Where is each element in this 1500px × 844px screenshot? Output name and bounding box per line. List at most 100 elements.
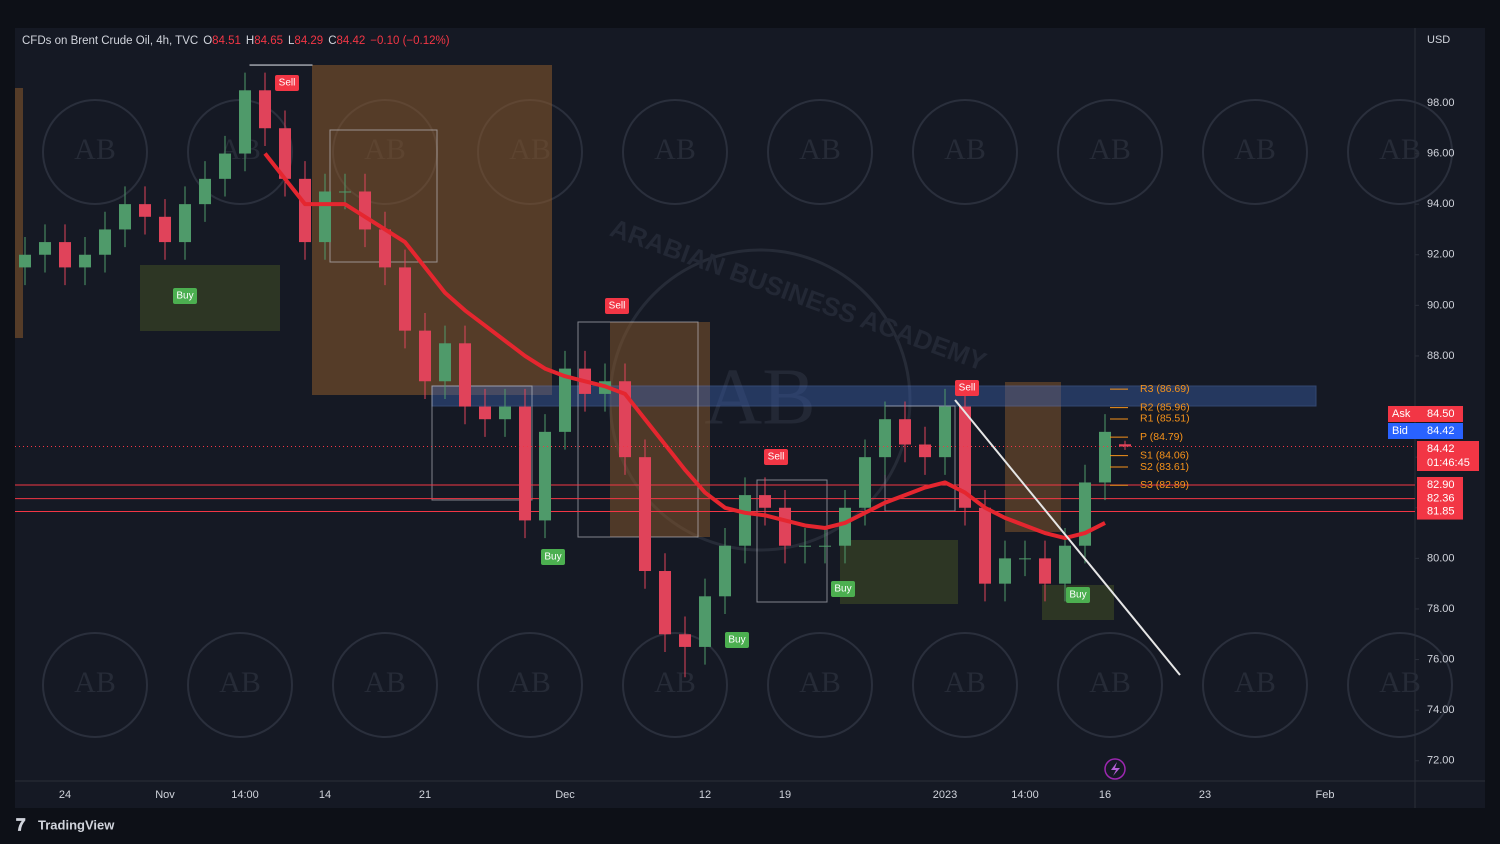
watermark-ring [622, 99, 728, 205]
watermark-text: AB [1234, 666, 1276, 699]
watermark-ring [912, 632, 1018, 738]
candle-body [379, 229, 391, 268]
candle-body [339, 191, 351, 193]
last-price-label: 84.42 [1427, 443, 1455, 455]
pivot-label: P (84.79) [1140, 431, 1183, 443]
level-tag [1417, 490, 1463, 507]
alert-icon[interactable] [1104, 758, 1126, 780]
x-tick-label: 24 [59, 789, 71, 801]
pivot-label: R3 (86.69) [1140, 383, 1190, 395]
watermark-text: AB [799, 666, 841, 699]
watermark-text: AB [1089, 666, 1131, 699]
signal-label: Buy [1069, 590, 1086, 601]
pivot-label: S2 (83.61) [1140, 461, 1189, 473]
candle-body [519, 406, 531, 521]
signal-label: Buy [834, 584, 851, 595]
candle-body [59, 242, 71, 268]
quote-name: Bid [1392, 425, 1408, 437]
candle-body [159, 216, 171, 243]
candle-body [659, 571, 671, 635]
level-tag-label: 81.85 [1427, 505, 1455, 517]
ohlc-key: H [246, 35, 254, 47]
signal-badge [725, 632, 749, 648]
trend-line [954, 399, 1181, 676]
pivot-label: R2 (85.96) [1140, 401, 1190, 413]
watermark-ring [912, 99, 1018, 205]
candle-body [799, 545, 811, 547]
candle-body [119, 204, 131, 230]
candle-body [1099, 431, 1111, 483]
x-tick-label: Feb [1316, 789, 1335, 801]
level-tag-label: 82.36 [1427, 493, 1455, 505]
brand[interactable]: TradingView [38, 817, 115, 832]
watermark-text: AB [1234, 133, 1276, 166]
candle-body [199, 178, 211, 205]
candle-body [899, 419, 911, 445]
x-tick-label: 2023 [933, 789, 957, 801]
y-tick-label: 72.00 [1427, 755, 1455, 767]
watermark-text: AB [74, 666, 116, 699]
candle-body [979, 507, 991, 584]
signal-badge [173, 288, 197, 304]
candle-body [779, 507, 791, 546]
signal-label: Buy [544, 552, 561, 563]
candle-body [1019, 558, 1031, 560]
range-box [577, 321, 699, 538]
x-tick-label: Dec [555, 789, 575, 801]
candle-body [259, 90, 271, 129]
candle-body [19, 254, 31, 268]
watermark-text: AB [1379, 133, 1421, 166]
candle-body [179, 204, 191, 243]
watermark-ring [1202, 99, 1308, 205]
signal-badge [831, 581, 855, 597]
watermark-text: AB [704, 353, 815, 441]
candle-body [679, 634, 691, 647]
watermark-text: AB [219, 666, 261, 699]
currency: USD [1427, 34, 1450, 46]
candle-body [639, 457, 651, 572]
candle-body [719, 545, 731, 597]
candle-body [299, 178, 311, 243]
quote-value: 84.50 [1427, 408, 1455, 420]
x-tick-label: 16 [1099, 789, 1111, 801]
pivot-label: S1 (84.06) [1140, 449, 1189, 461]
signal-badge [605, 298, 629, 314]
candle-body [939, 406, 951, 458]
candle-body [919, 444, 931, 458]
signal-label: Sell [279, 78, 296, 89]
signal-label: Sell [609, 301, 626, 312]
range-box [431, 385, 533, 501]
zone [15, 88, 23, 338]
chart-panel [15, 28, 1485, 808]
candle-body [699, 596, 711, 647]
candle-body [959, 406, 971, 508]
signal-badge [541, 549, 565, 565]
watermark-text: AB [654, 666, 696, 699]
watermark-text: AB [654, 133, 696, 166]
x-tick-label: 23 [1199, 789, 1211, 801]
candle-body [139, 204, 151, 217]
signal-label: Sell [959, 383, 976, 394]
candle-body [439, 343, 451, 382]
candle-body [739, 495, 751, 546]
watermark-ring [332, 632, 438, 738]
quote-tag [1388, 423, 1463, 439]
candle-body [99, 229, 111, 255]
level-tag [1417, 476, 1463, 493]
ohlc-key: L [288, 35, 295, 47]
y-tick-label: 88.00 [1427, 350, 1455, 362]
watermark-ring [1347, 99, 1453, 205]
candle-body [859, 457, 871, 508]
quote-name: Ask [1392, 408, 1411, 420]
pivot-label: R1 (85.51) [1140, 413, 1190, 425]
change: −0.10 (−0.12%) [370, 35, 449, 47]
y-tick-label: 78.00 [1427, 603, 1455, 615]
level-tag [1417, 503, 1463, 520]
watermark-text: AB [74, 133, 116, 166]
candle-body [1059, 545, 1071, 584]
candle-body [539, 431, 551, 521]
signal-label: Sell [768, 452, 785, 463]
watermark-ring [1057, 632, 1163, 738]
ohlc-value: 84.42 [337, 35, 366, 47]
y-tick-label: 90.00 [1427, 299, 1455, 311]
